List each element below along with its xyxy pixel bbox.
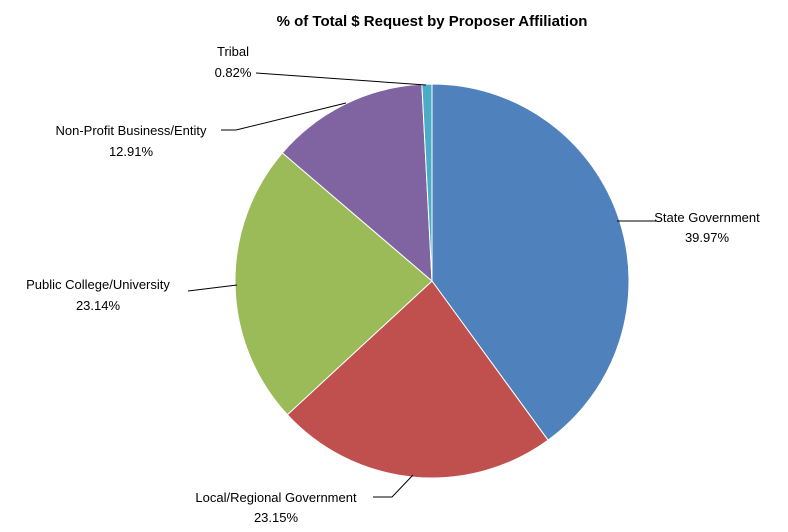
pie-slice-non-profit-business-entity (281, 83, 433, 283)
slice-labels: State Government 39.97% Local/Regional Gov… (26, 44, 760, 525)
slice-category-label: State Government (654, 210, 760, 225)
leader-line (187, 284, 238, 292)
chart-title: % of Total $ Request by Proposer Affilia… (277, 13, 588, 30)
leader-line (221, 102, 347, 131)
leader-line (255, 72, 427, 86)
pie-slices (234, 83, 630, 479)
pie-slice-state-government (431, 83, 630, 441)
slice-category-label: Public College/University (26, 277, 170, 292)
slice-value-label: 23.14% (76, 298, 121, 313)
slice-value-label: 23.15% (254, 510, 299, 525)
slice-category-label: Non-Profit Business/Entity (55, 123, 207, 138)
slice-category-label: Tribal (217, 44, 249, 59)
slice-value-label: 39.97% (685, 230, 730, 245)
slice-value-label: 0.82% (215, 65, 252, 80)
pie-slice-local-regional-government (286, 280, 549, 479)
leader-line (373, 474, 414, 498)
leader-lines (187, 72, 656, 498)
slice-category-label: Local/Regional Government (195, 490, 357, 505)
slice-value-label: 12.91% (109, 144, 154, 159)
